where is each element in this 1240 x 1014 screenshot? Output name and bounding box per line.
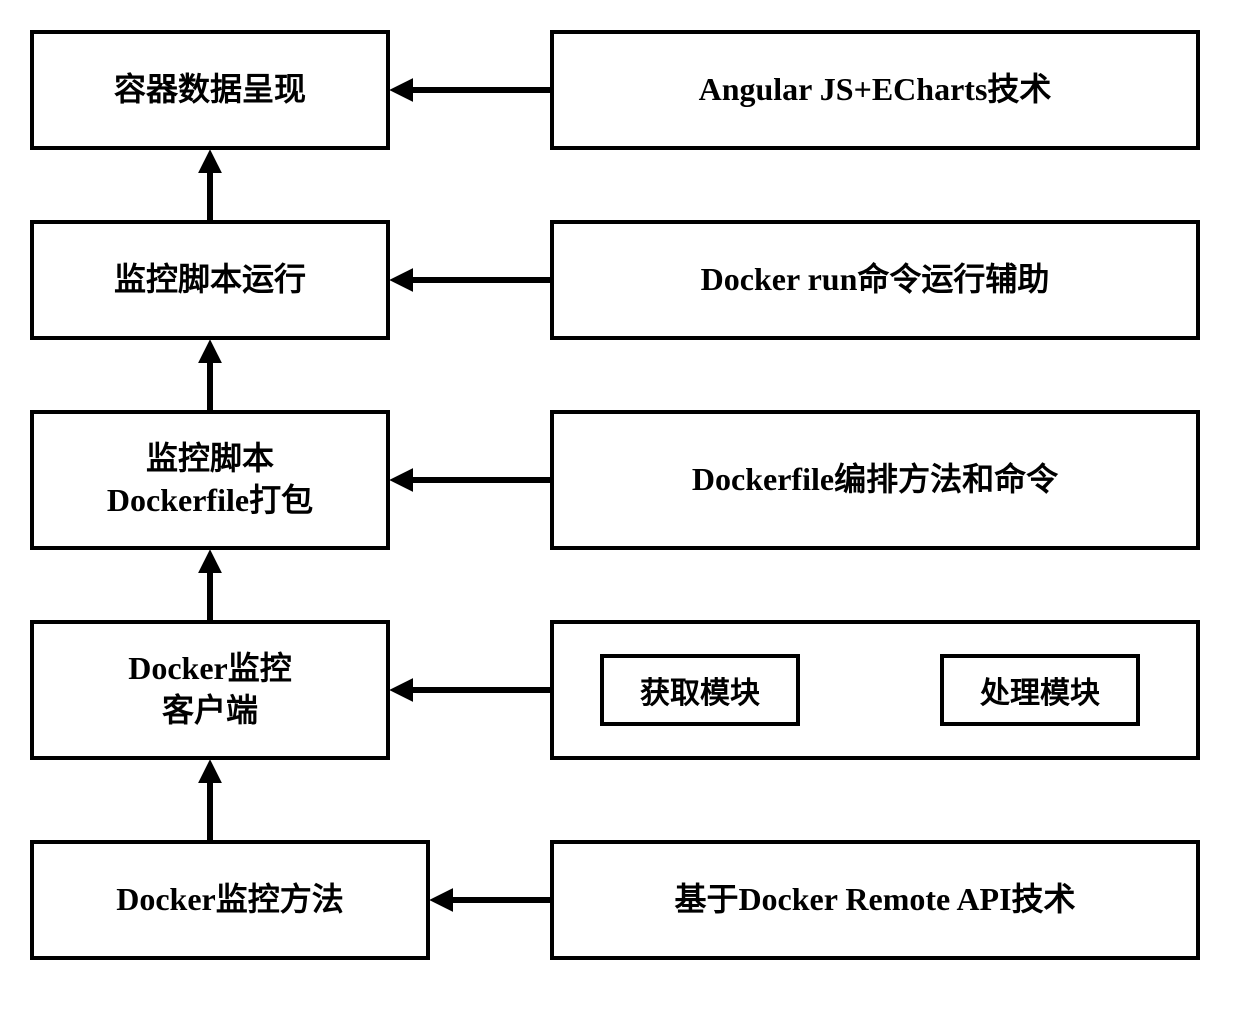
node-process-module: 处理模块 [940, 654, 1140, 726]
node-label: 监控脚本 Dockerfile打包 [107, 438, 313, 521]
node-label: Docker监控 客户端 [128, 648, 292, 731]
node-docker-run-assist: Docker run命令运行辅助 [550, 220, 1200, 340]
node-container-data-render: 容器数据呈现 [30, 30, 390, 150]
node-acquire-module: 获取模块 [600, 654, 800, 726]
node-label: 监控脚本运行 [114, 259, 306, 301]
node-monitor-script-run: 监控脚本运行 [30, 220, 390, 340]
node-label: Docker监控方法 [116, 879, 344, 921]
node-label: 基于Docker Remote API技术 [674, 879, 1075, 921]
node-angular-echarts: Angular JS+ECharts技术 [550, 30, 1200, 150]
node-dockerfile-package: 监控脚本 Dockerfile打包 [30, 410, 390, 550]
node-label: Angular JS+ECharts技术 [699, 69, 1052, 111]
node-docker-remote-api: 基于Docker Remote API技术 [550, 840, 1200, 960]
node-label: Dockerfile编排方法和命令 [692, 459, 1058, 501]
node-label: Docker run命令运行辅助 [701, 259, 1050, 301]
node-dockerfile-method: Dockerfile编排方法和命令 [550, 410, 1200, 550]
node-label: 处理模块 [980, 668, 1100, 712]
node-docker-monitor-client: Docker监控 客户端 [30, 620, 390, 760]
node-docker-monitor-method: Docker监控方法 [30, 840, 430, 960]
node-label: 获取模块 [640, 668, 760, 712]
flowchart-diagram: 容器数据呈现 Angular JS+ECharts技术 监控脚本运行 Docke… [0, 0, 1240, 1014]
node-label: 容器数据呈现 [114, 69, 306, 111]
